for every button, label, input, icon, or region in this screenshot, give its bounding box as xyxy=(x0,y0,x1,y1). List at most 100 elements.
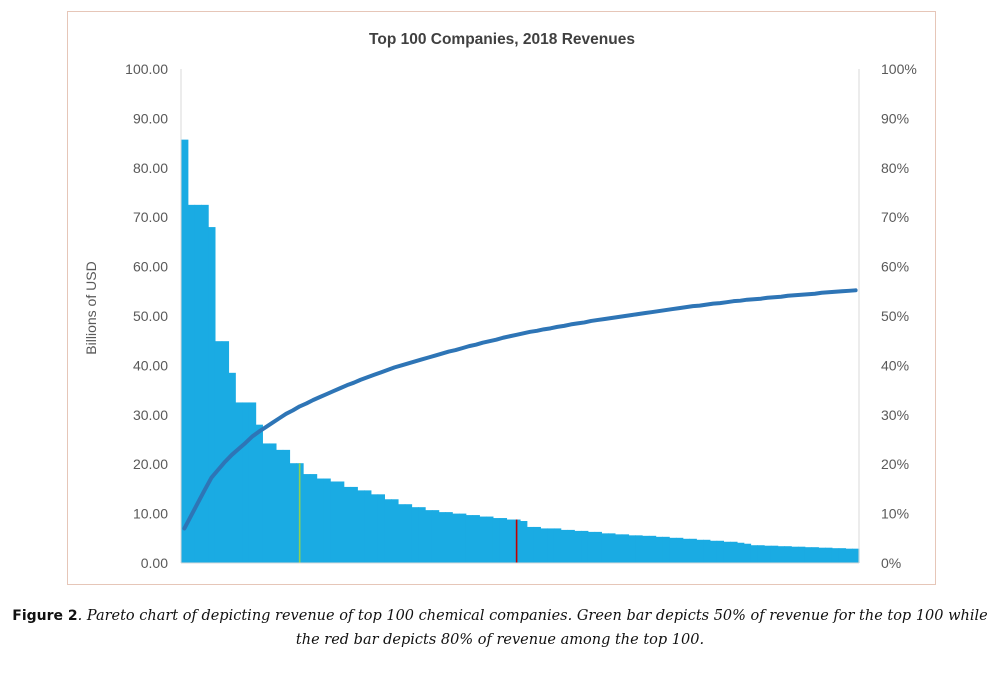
revenue-bar xyxy=(553,528,562,563)
revenue-bar xyxy=(425,510,433,563)
revenue-bar xyxy=(391,499,399,563)
revenue-bar xyxy=(357,490,365,563)
left-tick-label: 100.00 xyxy=(125,61,168,77)
right-tick-label: 30% xyxy=(881,407,909,423)
revenue-bar xyxy=(336,481,345,563)
cumulative-line xyxy=(182,288,858,531)
revenue-bar xyxy=(364,490,372,563)
revenue-bar xyxy=(187,204,196,563)
revenue-bar xyxy=(255,424,263,563)
pareto-chart: Top 100 Companies, 2018 Revenues Billion… xyxy=(83,31,917,571)
revenue-bar xyxy=(194,204,202,563)
revenue-bar xyxy=(547,528,555,563)
left-tick-label: 0.00 xyxy=(141,555,168,571)
revenue-bar xyxy=(431,510,440,563)
revenue-bar xyxy=(682,538,691,563)
revenue-bar xyxy=(411,507,419,563)
revenue-bar xyxy=(520,521,528,563)
figure-caption: Figure 2. Pareto chart of depicting reve… xyxy=(0,604,1000,652)
revenue-bar xyxy=(235,402,243,563)
revenue-bar xyxy=(181,139,189,563)
left-tick-label: 50.00 xyxy=(133,308,168,324)
right-tick-label: 70% xyxy=(881,209,909,225)
bar-series xyxy=(181,139,860,563)
revenue-bar xyxy=(289,463,297,563)
right-tick-label: 60% xyxy=(881,259,909,275)
revenue-bar xyxy=(499,518,508,563)
revenue-bar xyxy=(445,512,453,563)
revenue-bar xyxy=(438,512,447,563)
revenue-bar xyxy=(458,513,467,563)
revenue-bar xyxy=(804,547,813,563)
left-tick-label: 80.00 xyxy=(133,160,168,176)
revenue-bar xyxy=(377,494,385,563)
revenue-bar xyxy=(533,526,541,563)
left-axis-ticks: 0.00 10.00 20.00 30.00 40.00 50.00 60.00 70.00 8… xyxy=(125,61,168,571)
left-tick-label: 60.00 xyxy=(133,259,168,275)
revenue-bar xyxy=(316,478,324,563)
revenue-bar xyxy=(838,548,847,563)
left-tick-label: 90.00 xyxy=(133,110,168,126)
revenue-bar xyxy=(621,534,630,563)
revenue-bar xyxy=(743,543,752,563)
revenue-bar xyxy=(831,548,840,563)
axes xyxy=(180,69,860,564)
revenue-bar xyxy=(730,541,738,563)
revenue-bar xyxy=(845,548,853,563)
highlight-bars xyxy=(298,463,518,563)
revenue-bar xyxy=(201,204,209,563)
revenue-bar xyxy=(628,535,636,563)
revenue-bar xyxy=(486,516,494,563)
revenue-bar xyxy=(587,531,596,563)
revenue-bar xyxy=(506,519,514,563)
left-tick-label: 40.00 xyxy=(133,357,168,373)
revenue-bar xyxy=(269,443,277,563)
caption-label: Figure 2 xyxy=(12,608,78,624)
revenue-bar xyxy=(784,546,792,563)
revenue-bar xyxy=(635,535,643,563)
revenue-bar xyxy=(370,494,379,563)
revenue-bar xyxy=(404,504,413,563)
revenue-bar xyxy=(797,546,806,563)
revenue-bar xyxy=(228,372,236,563)
y-axis-title: Billions of USD xyxy=(83,261,99,354)
right-tick-label: 50% xyxy=(881,308,909,324)
right-tick-label: 90% xyxy=(881,110,909,126)
revenue-bar xyxy=(642,535,650,563)
revenue-bar xyxy=(689,538,697,563)
revenue-bar xyxy=(330,481,338,563)
revenue-bar xyxy=(303,474,311,563)
revenue-bar xyxy=(208,227,216,563)
revenue-bar xyxy=(662,536,670,563)
left-tick-label: 10.00 xyxy=(133,506,168,522)
right-tick-label: 20% xyxy=(881,456,909,472)
revenue-bar xyxy=(675,537,684,563)
right-tick-label: 10% xyxy=(881,506,909,522)
revenue-bar xyxy=(567,529,575,563)
revenue-bar xyxy=(608,533,616,563)
revenue-bar xyxy=(581,530,589,563)
revenue-bar xyxy=(770,545,779,563)
revenue-bar xyxy=(397,504,406,563)
revenue-bar xyxy=(560,529,569,563)
revenue-bar xyxy=(465,515,474,563)
revenue-bar xyxy=(736,542,745,563)
revenue-bar xyxy=(343,486,352,563)
revenue-bar xyxy=(384,499,392,563)
left-tick-label: 20.00 xyxy=(133,456,168,472)
revenue-bar xyxy=(540,528,548,563)
revenue-bar xyxy=(594,531,602,563)
revenue-bar xyxy=(601,533,609,563)
revenue-bar xyxy=(791,546,799,563)
revenue-bar xyxy=(492,518,501,563)
revenue-bar xyxy=(825,547,833,563)
revenue-bar xyxy=(852,548,860,563)
revenue-bar xyxy=(669,537,677,563)
revenue-bar xyxy=(723,541,731,563)
revenue-bar xyxy=(452,513,460,563)
right-tick-label: 0% xyxy=(881,555,901,571)
right-tick-label: 80% xyxy=(881,160,909,176)
revenue-bar xyxy=(757,545,765,563)
revenue-bar xyxy=(750,545,758,563)
revenue-bar xyxy=(574,530,582,563)
